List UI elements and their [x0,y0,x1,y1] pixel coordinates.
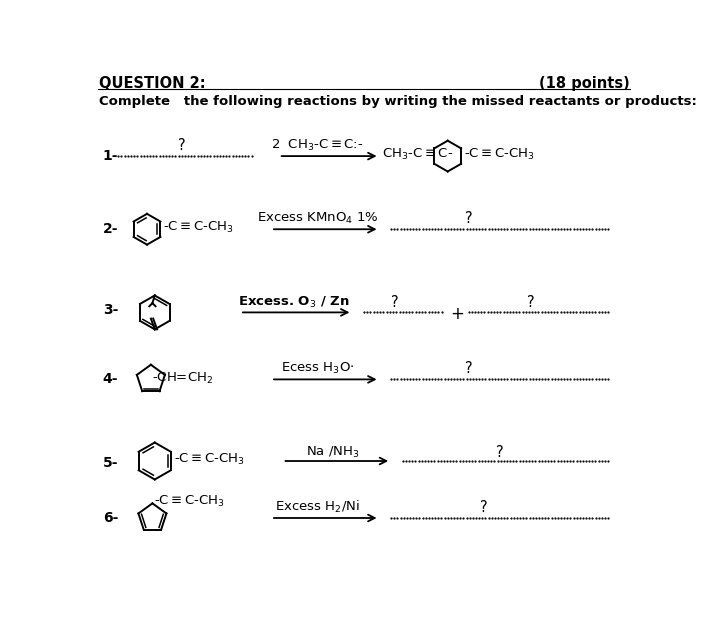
Text: Ecess H$_3$O$\cdot$: Ecess H$_3$O$\cdot$ [281,361,354,376]
Text: 3-: 3- [103,303,118,317]
Text: -C$\equiv$C-CH$_3$: -C$\equiv$C-CH$_3$ [174,452,245,467]
Text: Excess KMnO$_4$ 1%: Excess KMnO$_4$ 1% [257,211,378,226]
Text: -CH=CH$_2$: -CH=CH$_2$ [152,371,214,386]
Text: ?: ? [527,295,535,310]
Text: 5-: 5- [103,456,118,470]
Text: 2-: 2- [103,222,118,236]
Text: ?: ? [391,295,399,310]
Text: 2  CH$_3$-C$\equiv$C:-: 2 CH$_3$-C$\equiv$C:- [271,138,364,153]
Text: ?: ? [496,445,503,460]
Text: 4-: 4- [103,372,118,386]
Text: Complete   the following reactions by writing the missed reactants or products:: Complete the following reactions by writ… [99,95,697,108]
Text: -C$\equiv$C-CH$_3$: -C$\equiv$C-CH$_3$ [154,494,225,509]
Text: 6-: 6- [103,511,118,525]
Text: -C$\equiv$C-CH$_3$: -C$\equiv$C-CH$_3$ [464,147,535,162]
Text: Na /NH$_3$: Na /NH$_3$ [306,445,360,460]
Text: 1-: 1- [103,149,118,163]
Text: CH$_3$-C$\equiv$C-: CH$_3$-C$\equiv$C- [382,147,453,162]
Text: Excess. O$_3$ / Zn: Excess. O$_3$ / Zn [238,295,350,310]
Text: ?: ? [178,138,186,153]
Text: Excess H$_2$/Ni: Excess H$_2$/Ni [275,499,360,515]
Text: QUESTION 2:: QUESTION 2: [99,76,205,91]
Text: ?: ? [465,211,472,226]
Text: (18 points): (18 points) [539,76,630,91]
Text: -C$\equiv$C-CH$_3$: -C$\equiv$C-CH$_3$ [164,220,234,235]
Text: ?: ? [481,500,488,515]
Text: +: + [450,305,464,323]
Text: ?: ? [465,361,472,376]
